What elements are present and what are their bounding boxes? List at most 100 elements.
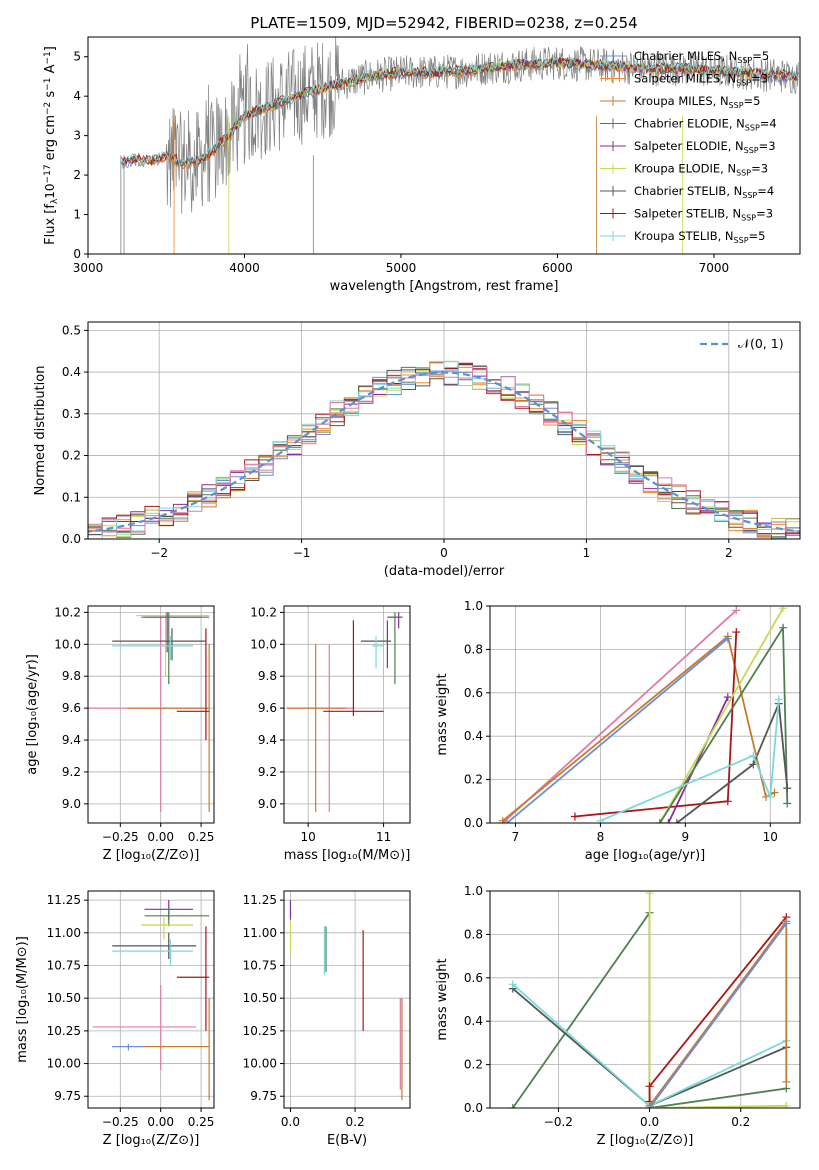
y-tick-label: 0.8 — [464, 927, 483, 941]
x-axis-label: age [log₁₀(age/yr)] — [585, 848, 706, 863]
weight-marker — [672, 819, 681, 823]
weight-marker — [502, 819, 511, 823]
y-tick-label: 11.00 — [47, 926, 81, 940]
weight-line-chabrier_miles — [506, 637, 729, 823]
legend-entry: Salpeter ELODIE, NSSP=3 — [634, 139, 776, 155]
weight-line-pink — [502, 609, 737, 823]
x-tick-label: 6000 — [542, 261, 573, 275]
axes-frame — [283, 605, 411, 824]
plot-area — [287, 612, 403, 812]
axes-frame — [489, 890, 801, 1109]
x-tick-label: 0.00 — [147, 830, 174, 844]
plot-area — [498, 606, 792, 823]
y-tick-label: 9.6 — [62, 701, 81, 715]
weight-marker — [723, 634, 732, 643]
x-tick-label: 0.00 — [147, 1115, 174, 1129]
x-tick-label: 0.0 — [640, 1115, 659, 1129]
weight-line-kroupa_stelib — [600, 699, 780, 822]
y-axis-label: Normed distribution — [33, 366, 48, 496]
model-spectrum-chabrier_stelib — [121, 56, 798, 167]
axes-frame — [87, 36, 801, 255]
x-tick-label: −0.25 — [102, 1115, 139, 1129]
x-tick-label: 0 — [440, 546, 448, 560]
y-tick-label: 0.2 — [464, 1058, 483, 1072]
residual-histogram-pink — [88, 365, 800, 536]
x-axis-label: Z [log₁₀(Z/Z⊙)] — [597, 1133, 694, 1148]
y-tick-label: 0.1 — [62, 490, 81, 504]
y-tick-label: 0.8 — [464, 642, 483, 656]
weight-marker — [664, 819, 673, 823]
x-tick-label: 11 — [376, 830, 391, 844]
y-tick-label: 10.2 — [250, 605, 277, 619]
x-tick-label: −0.25 — [102, 830, 139, 844]
axes-frame — [87, 890, 215, 1109]
x-axis-label: wavelength [Angstrom, rest frame] — [330, 279, 559, 294]
y-tick-label: 9.75 — [250, 1089, 277, 1103]
weight-line-chabrier_stelib — [676, 703, 789, 823]
x-axis-label: Z [log₁₀(Z/Z⊙)] — [103, 848, 200, 863]
y-tick-label: 0.0 — [62, 532, 81, 546]
weight-marker — [645, 891, 654, 898]
x-tick-label: 0.2 — [346, 1115, 365, 1129]
y-tick-label: 10.25 — [47, 1024, 81, 1038]
y-tick-label: 11.00 — [243, 926, 277, 940]
mass-age-plot: 10 11 9.0 9.2 9.4 9.6 9.8 10.0 10.2 mass [log₁₀(M… — [250, 605, 411, 863]
y-tick-label: 0.0 — [464, 816, 483, 830]
legend-entry: Kroupa ELODIE, NSSP=3 — [634, 162, 768, 178]
y-tick-label: 2 — [73, 168, 81, 182]
legend-entry: Chabrier ELODIE, NSSP=4 — [634, 117, 777, 133]
weight-marker — [770, 788, 779, 797]
y-tick-label: 9.8 — [258, 669, 277, 683]
y-tick-label: 9.0 — [62, 797, 81, 811]
weight-marker — [723, 693, 732, 702]
y-tick-label: 10.75 — [243, 959, 277, 973]
weight-line-salpeter_elodie — [667, 696, 729, 823]
y-tick-label: 0.2 — [464, 773, 483, 787]
legend-entry: Chabrier MILES, NSSP=5 — [634, 49, 769, 65]
weight-marker — [783, 784, 792, 793]
y-tick-label: 10.50 — [47, 991, 81, 1005]
y-tick-label: 0.6 — [464, 971, 483, 985]
plot-area — [289, 900, 403, 1101]
plot-area — [88, 612, 210, 812]
y-axis-label: mass weight — [435, 673, 450, 755]
model-spectrum-kroupa_stelib — [121, 55, 799, 166]
figure-title: PLATE=1509, MJD=52942, FIBERID=0238, z=0… — [250, 14, 637, 32]
weight-line-kroupa_miles — [648, 918, 788, 1107]
plot-area — [88, 360, 800, 539]
y-tick-label: 10.00 — [47, 1057, 81, 1071]
weight-marker — [774, 695, 783, 704]
weight-marker — [645, 1104, 654, 1108]
y-tick-label: 5 — [73, 50, 81, 64]
x-tick-label: 3000 — [73, 261, 104, 275]
y-tick-label: 3 — [73, 129, 81, 143]
x-tick-label: −2 — [150, 546, 168, 560]
ebv-mass-plot: 0.0 0.2 9.75 10.00 10.25 10.50 10.75 11.00 11.25… — [243, 890, 411, 1148]
weight-line-kroupa_elodie — [648, 893, 787, 1108]
spectrum-plot: 3000 4000 5000 6000 7000 0 1 2 3 4 5 wavelength [An… — [43, 36, 801, 294]
weight-marker — [508, 980, 517, 989]
weight-line-salpeter_stelib — [574, 631, 738, 818]
y-tick-label: 10.2 — [54, 605, 81, 619]
y-tick-label: 9.0 — [258, 797, 277, 811]
y-tick-label: 9.75 — [54, 1089, 81, 1103]
x-tick-label: 7000 — [699, 261, 730, 275]
x-axis-label: Z [log₁₀(Z/Z⊙)] — [103, 1133, 200, 1148]
weight-marker — [766, 792, 775, 801]
x-tick-label: 10 — [763, 830, 778, 844]
legend-entry: Kroupa MILES, NSSP=5 — [634, 94, 760, 110]
legend-entry: Salpeter MILES, NSSP=3 — [634, 72, 768, 88]
y-tick-label: 10.75 — [47, 959, 81, 973]
y-tick-label: 11.25 — [243, 893, 277, 907]
plot-area — [92, 900, 210, 1101]
y-tick-label: 0.4 — [62, 365, 81, 379]
x-tick-label: 9 — [682, 830, 690, 844]
axes-frame — [283, 890, 411, 1109]
weight-marker — [782, 1101, 791, 1108]
x-tick-label: 0.0 — [281, 1115, 300, 1129]
weight-line-chabrier_miles — [648, 922, 788, 1108]
y-tick-label: 4 — [73, 89, 81, 103]
weight-marker — [508, 1104, 517, 1108]
weight-marker — [779, 606, 788, 613]
legend-entry: Chabrier STELIB, NSSP=4 — [634, 184, 774, 200]
